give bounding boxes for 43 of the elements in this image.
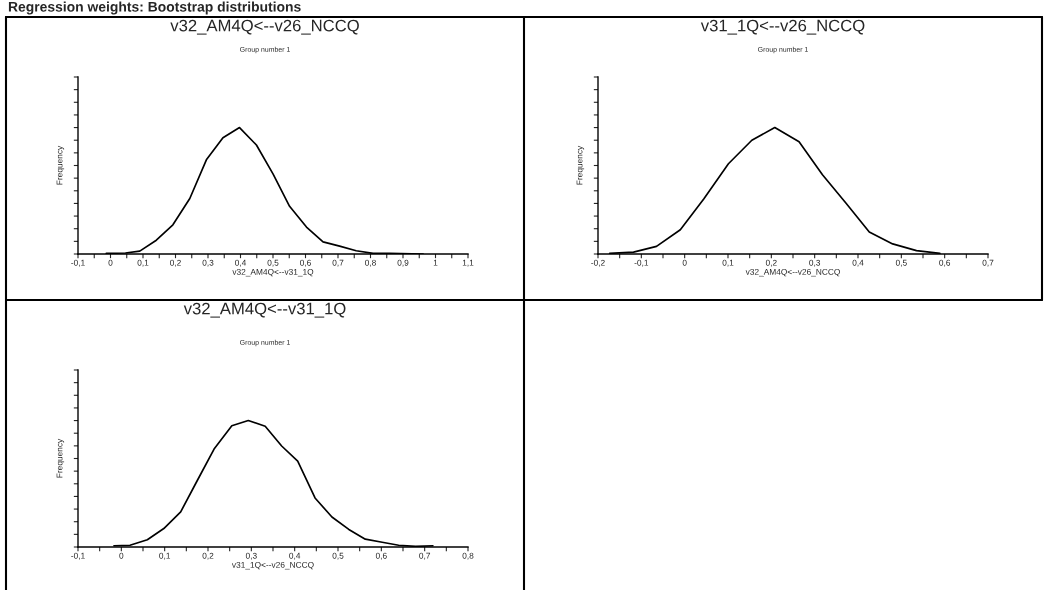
x-axis-title: v32_AM4Q<--v31_1Q [232,268,314,277]
x-tick-label: 0,7 [982,259,994,267]
x-tick-label: 1 [433,259,438,266]
x-tick-label: 0,2 [765,259,777,267]
chart-title: v31_1Q<--v26_NCCQ [700,19,865,35]
x-tick-label: 1,1 [462,259,474,267]
x-tick-label: 0,7 [332,259,344,267]
chart-title: v32_AM4Q<--v31_1Q [183,302,346,318]
x-tick-label: 0,5 [332,552,344,560]
x-tick-label: 0,8 [365,259,376,267]
x-tick-label: 0,3 [245,552,257,560]
x-tick-label: -0,1 [71,259,85,267]
y-axis-title: Frequency [56,145,65,185]
x-tick-label: 0,7 [419,552,431,560]
x-tick-label: 0,6 [375,552,387,560]
x-tick-label: 0,5 [895,259,907,267]
x-tick-label: 0,5 [267,259,279,267]
x-tick-label: 0,4 [852,259,864,267]
x-tick-label: 0,3 [809,259,821,267]
y-axis-title: Frequency [56,438,65,478]
x-tick-label: 0,6 [300,259,311,267]
x-tick-label: 0,2 [202,552,214,560]
x-tick-label: -0,1 [634,259,649,267]
x-tick-label: 0,1 [137,259,149,267]
x-tick-label: 0,3 [202,259,214,267]
x-tick-label: 0,4 [235,259,247,267]
x-tick-label: 0,1 [722,259,734,267]
x-tick-label: 0,8 [462,552,474,560]
y-axis-title: Frequency [576,145,585,185]
x-tick-label: -0,1 [71,552,85,560]
x-tick-label: 0 [108,259,113,266]
x-tick-label: 0,9 [397,259,409,267]
x-axis-title: v32_AM4Q<--v26_NCCQ [745,268,840,277]
text: Regression weights: Bootstrap distributions [8,1,301,15]
x-tick-label: -0,2 [591,259,605,267]
x-tick-label: 0,1 [159,552,171,560]
x-axis-title: v31_1Q<--v26_NCCQ [231,561,314,570]
x-tick-label: 0,4 [289,552,301,560]
chart-title: v32_AM4Q<--v26_NCCQ [170,19,359,35]
x-tick-label: 0,2 [170,259,181,267]
x-tick-label: 0,6 [939,259,951,267]
x-tick-label: 0 [682,259,687,266]
x-tick-label: 0 [119,552,124,559]
